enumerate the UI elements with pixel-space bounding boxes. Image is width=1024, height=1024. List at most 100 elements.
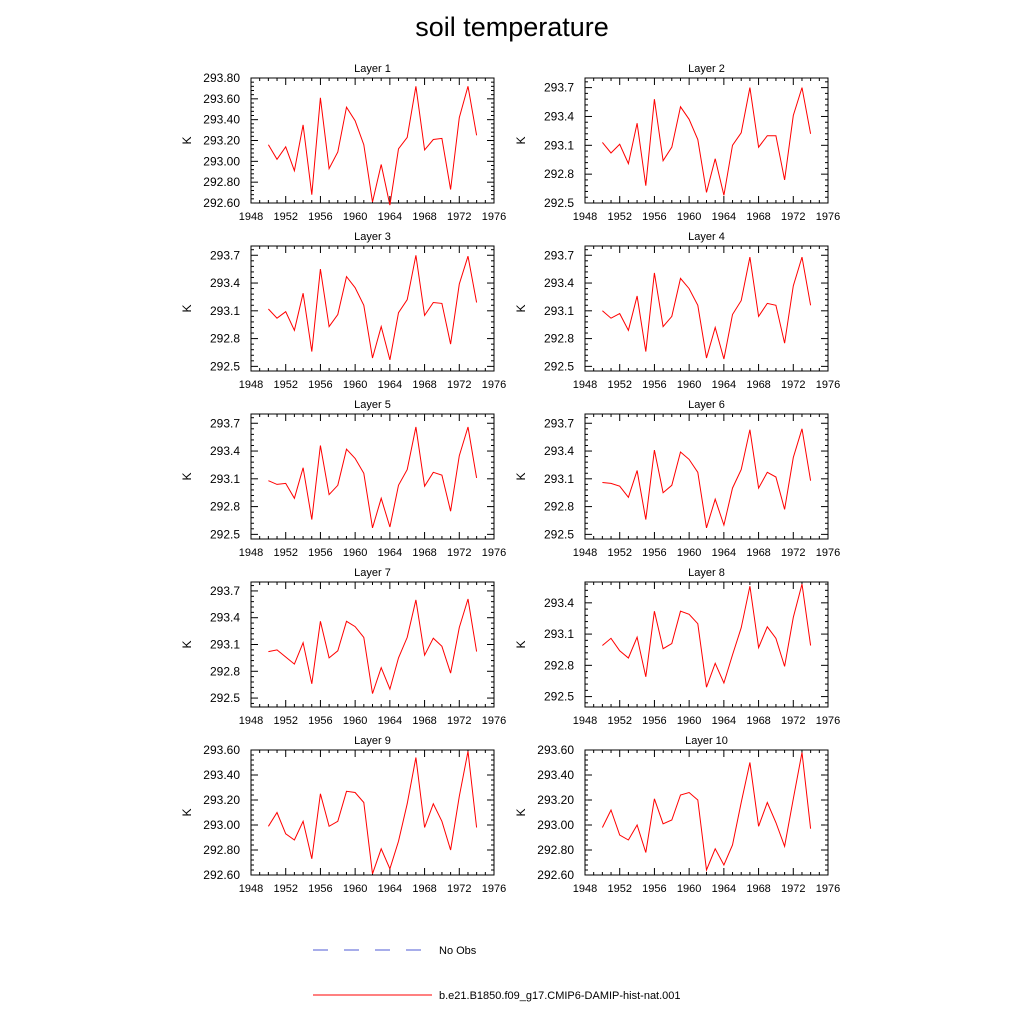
x-tick-label: 1964: [712, 379, 736, 391]
y-tick-label: 293.20: [537, 793, 574, 807]
x-tick-label: 1972: [447, 883, 471, 895]
x-tick-label: 1964: [712, 715, 736, 727]
legend-label-no-obs: No Obs: [439, 945, 477, 957]
y-tick-label: 293.7: [544, 416, 574, 430]
panel-title: Layer 1: [354, 63, 391, 75]
series-line: [602, 256, 812, 360]
series-line: [268, 255, 478, 361]
y-tick-label: 292.8: [544, 167, 574, 181]
y-tick-label: 293.00: [203, 818, 240, 832]
y-tick-label: 293.4: [210, 611, 240, 625]
x-tick-label: 1952: [607, 379, 631, 391]
y-tick-label: 293.1: [544, 627, 574, 641]
x-tick-label: 1960: [343, 883, 367, 895]
x-tick-label: 1976: [816, 715, 840, 727]
x-tick-label: 1948: [239, 883, 263, 895]
x-tick-label: 1976: [816, 211, 840, 223]
panel-title: Layer 10: [685, 735, 728, 747]
x-tick-label: 1976: [482, 883, 506, 895]
x-tick-label: 1972: [447, 715, 471, 727]
x-tick-label: 1948: [573, 715, 597, 727]
x-tick-label: 1948: [573, 211, 597, 223]
chart-panel-layer-4: Layer 4 K 1948 1952 1956 1960 1964 1968 1972 1976…: [514, 231, 840, 391]
y-tick-label: 292.60: [203, 196, 240, 210]
x-tick-label: 1976: [482, 715, 506, 727]
x-tick-label: 1956: [642, 547, 666, 559]
x-tick-label: 1956: [308, 715, 332, 727]
x-tick-label: 1952: [273, 547, 297, 559]
plot-frame: [250, 245, 495, 372]
y-tick-label: 292.5: [544, 359, 574, 373]
panel-title: Layer 8: [688, 567, 725, 579]
series-line: [602, 87, 812, 196]
plot-frame: [250, 413, 495, 540]
x-tick-label: 1960: [343, 379, 367, 391]
x-tick-label: 1972: [781, 883, 805, 895]
x-tick-label: 1972: [781, 547, 805, 559]
x-tick-label: 1952: [273, 211, 297, 223]
x-tick-label: 1976: [816, 883, 840, 895]
chart-panel-layer-1: Layer 1 K 1948 1952 1956 1960 1964 1968 1972 1976…: [180, 63, 506, 223]
x-tick-label: 1964: [712, 211, 736, 223]
x-tick-label: 1972: [447, 379, 471, 391]
x-tick-label: 1960: [677, 715, 701, 727]
x-tick-label: 1956: [642, 715, 666, 727]
series-line: [267, 86, 478, 206]
y-tick-label: 292.8: [544, 658, 574, 672]
y-tick-label: 293.1: [210, 638, 240, 652]
x-tick-label: 1976: [816, 379, 840, 391]
x-tick-label: 1964: [378, 715, 402, 727]
x-tick-label: 1964: [378, 883, 402, 895]
x-tick-label: 1972: [447, 211, 471, 223]
y-tick-label: 293.1: [544, 304, 574, 318]
x-tick-label: 1956: [308, 211, 332, 223]
x-tick-label: 1968: [412, 211, 436, 223]
y-tick-label: 293.1: [210, 304, 240, 318]
x-tick-label: 1968: [746, 379, 770, 391]
y-axis-label: K: [514, 136, 528, 144]
y-tick-label: 293.60: [203, 92, 240, 106]
x-tick-label: 1968: [746, 883, 770, 895]
x-tick-label: 1968: [412, 379, 436, 391]
plot-frame: [584, 749, 829, 876]
y-tick-label: 293.40: [537, 768, 574, 782]
x-tick-label: 1948: [573, 547, 597, 559]
y-tick-label: 293.7: [210, 416, 240, 430]
x-tick-label: 1948: [239, 547, 263, 559]
y-tick-label: 293.7: [544, 81, 574, 95]
y-axis-label: K: [514, 640, 528, 648]
x-tick-label: 1948: [573, 883, 597, 895]
x-tick-label: 1968: [746, 211, 770, 223]
y-tick-label: 293.7: [544, 248, 574, 262]
y-tick-label: 293.7: [210, 584, 240, 598]
x-tick-label: 1964: [378, 379, 402, 391]
chart-panel-layer-8: Layer 8 K 1948 1952 1956 1960 1964 1968 1972 1976…: [514, 567, 840, 727]
y-tick-label: 293.40: [203, 113, 240, 127]
y-tick-label: 293.00: [203, 154, 240, 168]
plot-frame: [250, 749, 495, 876]
y-axis-label: K: [180, 808, 194, 816]
x-tick-label: 1952: [607, 883, 631, 895]
y-tick-label: 292.8: [544, 500, 574, 514]
y-tick-label: 292.60: [537, 868, 574, 882]
panel-title: Layer 3: [354, 231, 391, 243]
x-tick-label: 1968: [746, 547, 770, 559]
y-tick-label: 293.7: [210, 248, 240, 262]
y-tick-label: 292.5: [210, 527, 240, 541]
x-tick-label: 1968: [746, 715, 770, 727]
y-tick-label: 292.80: [537, 843, 574, 857]
x-tick-label: 1948: [573, 379, 597, 391]
x-tick-label: 1952: [607, 715, 631, 727]
y-axis-label: K: [514, 808, 528, 816]
y-tick-label: 292.5: [544, 527, 574, 541]
y-tick-label: 293.1: [210, 472, 240, 486]
x-tick-label: 1956: [642, 379, 666, 391]
x-tick-label: 1956: [308, 547, 332, 559]
chart-panel-layer-6: Layer 6 K 1948 1952 1956 1960 1964 1968 1972 1976…: [514, 399, 840, 559]
y-tick-label: 293.4: [544, 596, 574, 610]
y-tick-label: 293.40: [203, 768, 240, 782]
x-tick-label: 1964: [378, 211, 402, 223]
x-tick-label: 1960: [343, 547, 367, 559]
y-tick-label: 292.5: [544, 196, 574, 210]
